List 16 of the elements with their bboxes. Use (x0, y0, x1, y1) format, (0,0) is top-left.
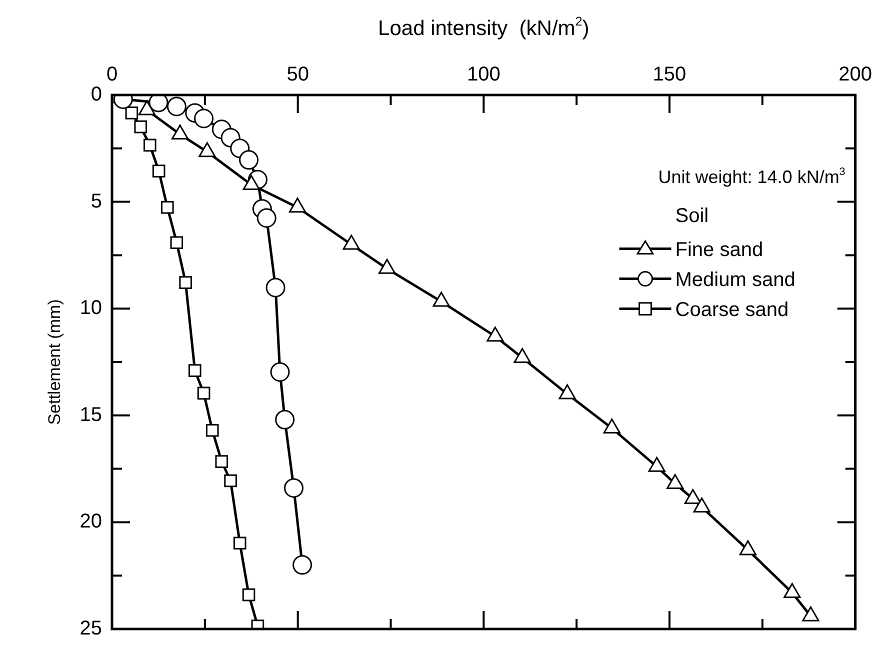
x-tick-label: 50 (286, 64, 309, 86)
x-tick-label: 0 (106, 64, 118, 86)
x-tick-label: 150 (652, 64, 686, 86)
y-tick-label: 15 (80, 404, 102, 426)
y-tick-label: 0 (90, 84, 102, 106)
legend-label: Fine sand (675, 238, 764, 261)
y-tick-label: 25 (80, 618, 102, 640)
legend-label: Medium sand (675, 268, 796, 291)
x-tick-label: 100 (466, 64, 500, 86)
x-tick-label: 200 (838, 64, 872, 86)
legend-label: Coarse sand (675, 298, 789, 321)
y-tick-label: 20 (80, 510, 102, 533)
y-tick-label: 5 (90, 190, 102, 212)
legend-title: Soil (675, 204, 709, 227)
y-tick-label: 10 (80, 297, 102, 320)
y-axis-title: Settlement (mm) (45, 299, 64, 425)
